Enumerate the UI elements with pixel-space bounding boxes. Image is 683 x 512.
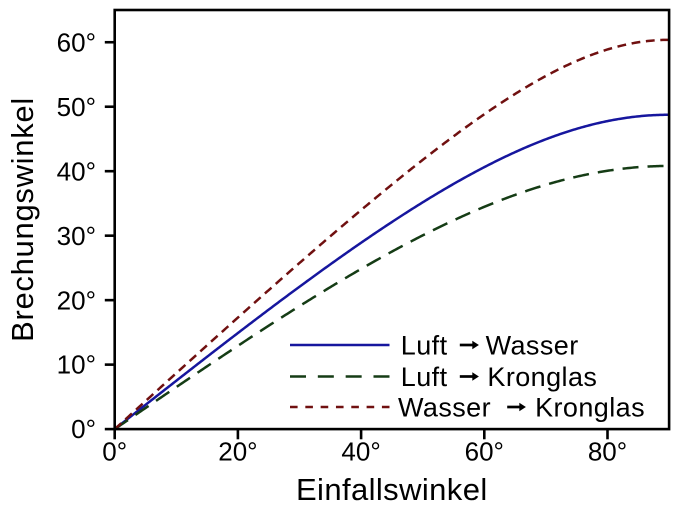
svg-text:Wasser: Wasser [398,393,491,423]
svg-text:40°: 40° [341,437,380,467]
svg-text:40°: 40° [57,156,96,186]
svg-text:Kronglas: Kronglas [535,393,645,423]
svg-text:0°: 0° [71,414,96,444]
svg-text:30°: 30° [57,221,96,251]
svg-text:Luft: Luft [401,331,448,361]
svg-text:50°: 50° [57,92,96,122]
svg-text:Einfallswinkel: Einfallswinkel [296,472,488,507]
svg-text:0°: 0° [102,437,127,467]
svg-text:60°: 60° [465,437,504,467]
svg-text:20°: 20° [218,437,257,467]
svg-text:Kronglas: Kronglas [487,362,597,392]
svg-text:10°: 10° [57,350,96,380]
svg-text:20°: 20° [57,285,96,315]
svg-text:Brechungswinkel: Brechungswinkel [5,97,40,342]
svg-text:Luft: Luft [401,362,448,392]
svg-text:80°: 80° [588,437,627,467]
svg-text:60°: 60° [57,27,96,57]
svg-text:Wasser: Wasser [486,331,579,361]
